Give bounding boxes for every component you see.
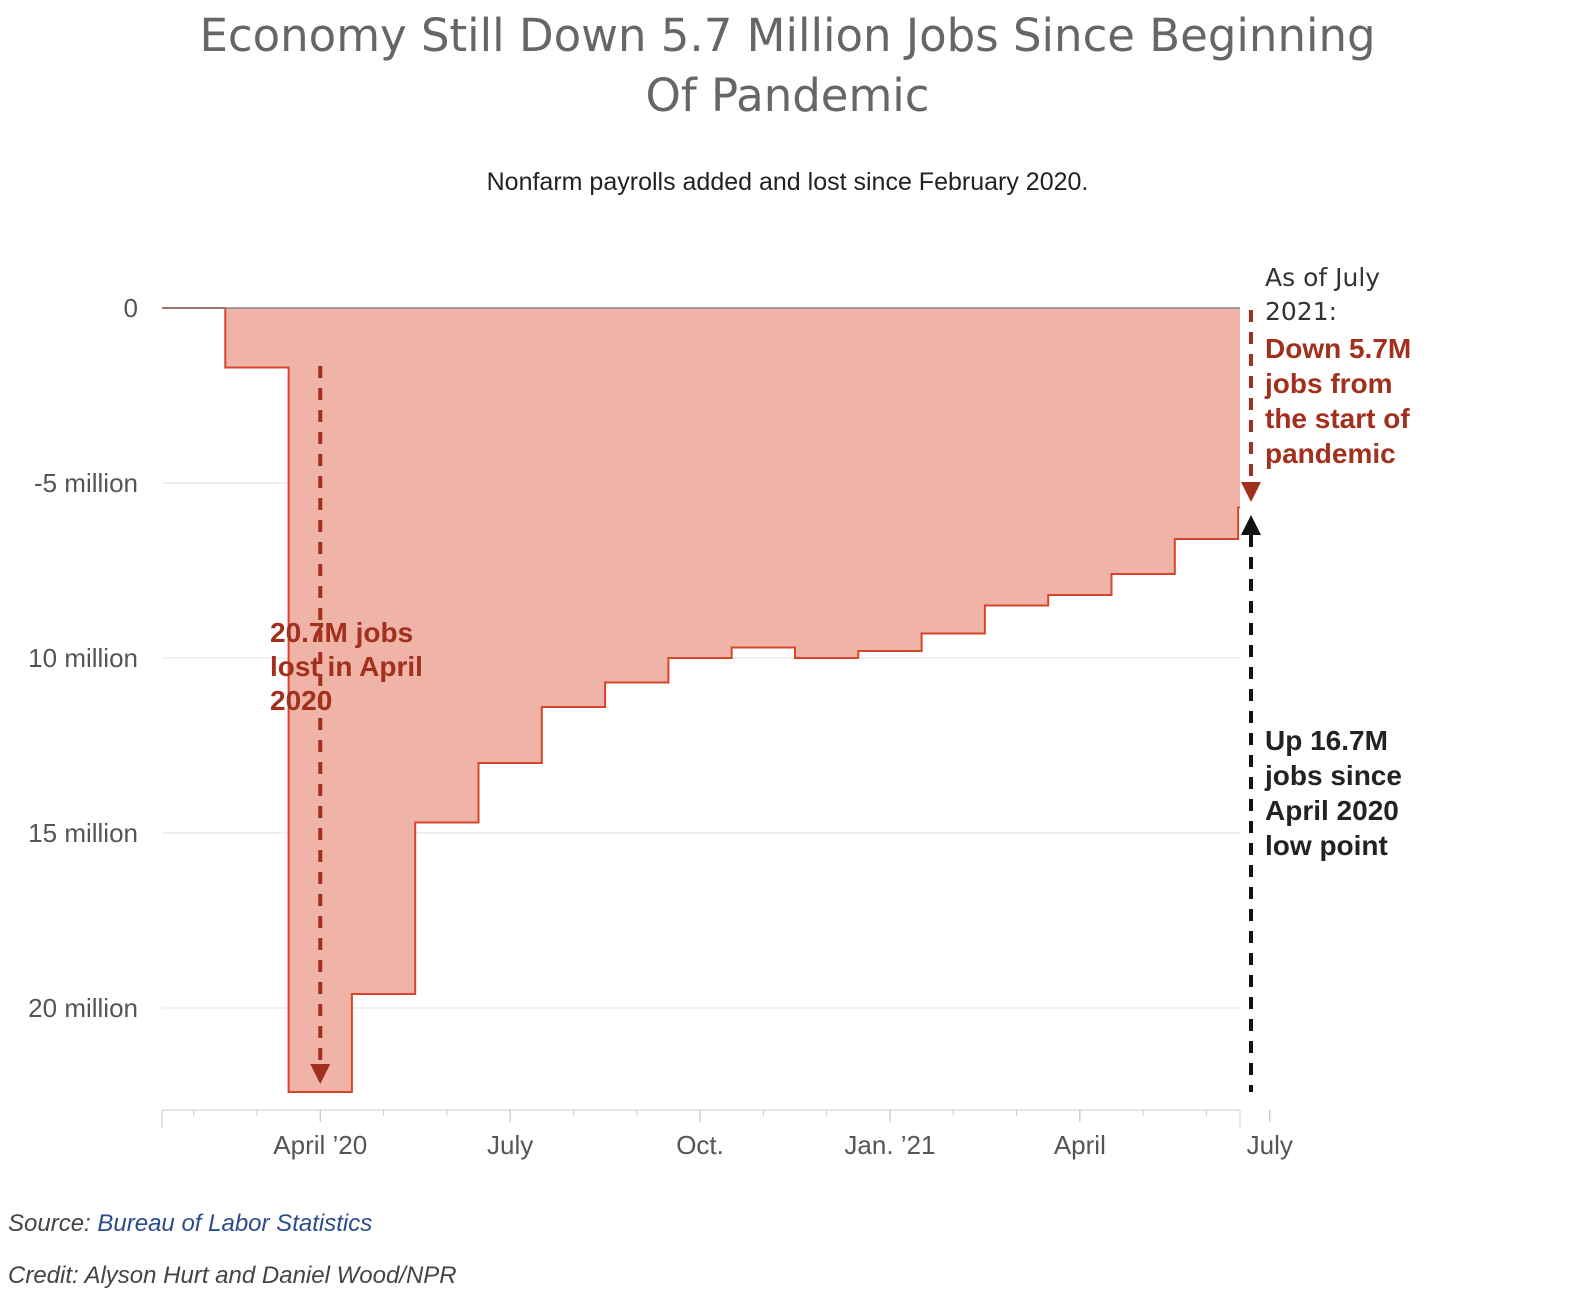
x-tick-label: Jan. ’21 [844,1130,935,1160]
x-tick-label: July [487,1130,533,1160]
as-of-annotation-line: As of July [1265,263,1380,292]
y-tick-label: 0 [124,293,138,323]
chart-subtitle: Nonfarm payrolls added and lost since Fe… [486,168,1089,196]
credit-line: Credit: Alyson Hurt and Daniel Wood/NPR [8,1262,457,1289]
x-tick-label: April [1054,1130,1106,1160]
source-line: Source: Bureau of Labor Statistics [8,1210,372,1238]
x-tick-label: April ’20 [273,1130,367,1160]
y-tick-label: 10 million [28,643,138,673]
y-tick-label: -5 million [34,468,138,498]
chart-title: Economy Still Down 5.7 Million Jobs Sinc… [0,6,1575,126]
april-drop-arrow-head [310,1064,331,1084]
down-annotation-line: jobs from [1264,368,1393,399]
up-annotation-line: jobs since [1264,760,1402,791]
april-annotation-line: 20.7M jobs [270,617,413,648]
up-arrow-head [1241,515,1261,535]
series-line [162,307,1240,1093]
april-annotation: 20.7M jobs lost in April 2020 [270,617,423,716]
up-annotation-line: April 2020 [1265,795,1399,826]
down-annotation-line: pandemic [1265,438,1396,469]
area-fill [162,308,1240,1092]
as-of-annotation: As of July 2021: [1265,263,1380,326]
up-annotation-line: low point [1265,830,1388,861]
chart-title-line-1: Economy Still Down 5.7 Million Jobs Sinc… [199,9,1376,62]
down-arrow-head [1241,482,1261,502]
april-annotation-line: 2020 [270,685,332,716]
jobs-chart: 0 -5 million 10 million 15 million 20 millio… [28,263,1411,1160]
y-tick-label: 15 million [28,818,138,848]
source-label: Source: [8,1210,98,1237]
april-annotation-line: lost in April [270,651,423,682]
x-tick-label: July [1247,1130,1293,1160]
chart-title-line-2: Of Pandemic [645,69,930,122]
down-annotation-line: Down 5.7M [1265,333,1411,364]
down-annotation-line: the start of [1265,403,1410,434]
as-of-annotation-line: 2021: [1265,297,1337,326]
x-tick-label: Oct. [676,1130,724,1160]
y-tick-label: 20 million [28,993,138,1023]
source-link[interactable]: Bureau of Labor Statistics [97,1210,373,1237]
up-annotation-line: Up 16.7M [1265,725,1388,756]
down-annotation: Down 5.7M jobs from the start of pandemic [1264,333,1411,469]
up-annotation: Up 16.7M jobs since April 2020 low point [1264,725,1402,861]
